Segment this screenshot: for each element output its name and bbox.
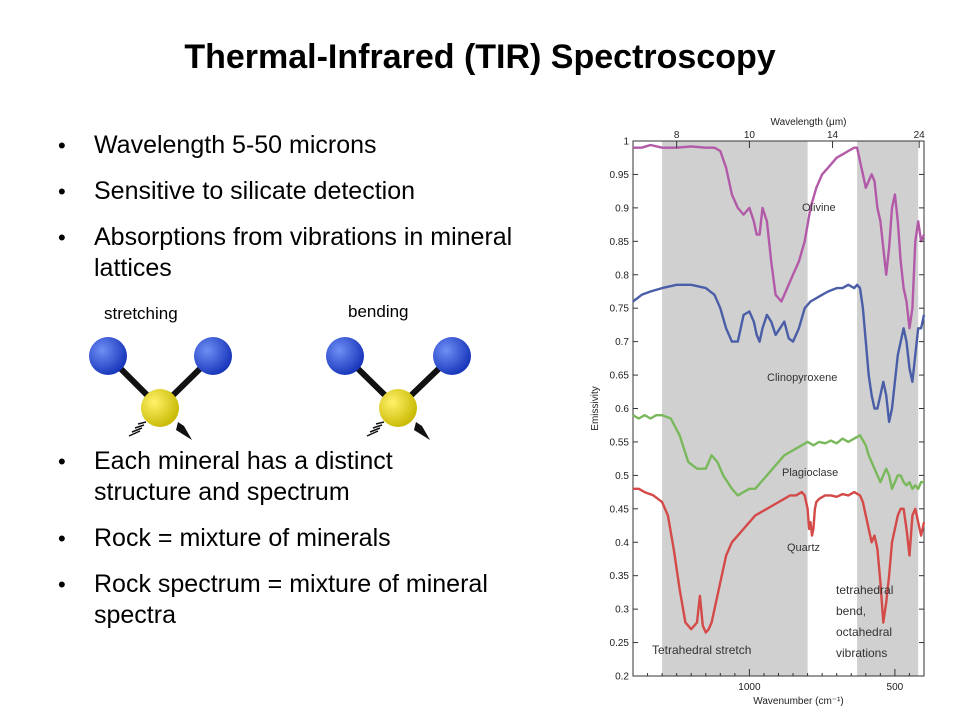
solid-wedge-icon [176, 422, 192, 440]
center-atom [141, 389, 179, 427]
slide-title: Thermal-Infrared (TIR) Spectroscopy [184, 38, 776, 76]
x2-tick-label: 10 [744, 130, 756, 141]
bending-label: bending [348, 302, 409, 321]
bullet-text: Each mineral has a distinct structure an… [94, 447, 393, 506]
x-tick-label: 1000 [738, 682, 761, 693]
series-label-quartz: Quartz [787, 542, 820, 554]
vibration-diagram [89, 337, 471, 440]
bullet-item: • Wavelength 5-50 microns [58, 130, 528, 161]
bullet-item: • Rock = mixture of minerals [58, 523, 488, 554]
solid-wedge-icon [414, 422, 430, 440]
bullet-text: Wavelength 5-50 microns [94, 131, 377, 159]
series-line-plagioclase [632, 414, 924, 497]
series-label-plagioclase: Plagioclase [782, 467, 838, 479]
band-label-tetrahedral-stretch: Tetrahedral stretch [652, 643, 751, 657]
y-tick-label: 0.5 [615, 471, 629, 482]
y-tick-label: 0.35 [610, 571, 630, 582]
series-label-olivine: Olivine [802, 202, 836, 214]
hatched-wedge-icon [366, 421, 385, 437]
y-tick-label: 0.25 [610, 638, 630, 649]
x2-tick-label: 8 [674, 130, 680, 141]
outer-atom-left [89, 337, 127, 375]
bullet-text: Rock = mixture of minerals [94, 524, 391, 552]
center-atom [379, 389, 417, 427]
stretching-label: stretching [104, 304, 178, 323]
y-tick-label: 0.75 [610, 304, 630, 315]
y-tick-label: 0.6 [615, 404, 629, 415]
y-tick-label: 0.8 [615, 270, 629, 281]
y-tick-label: 0.4 [615, 538, 629, 549]
bullet-item: • Rock spectrum = mixture of mineral spec… [58, 569, 488, 631]
x2-tick-label: 24 [914, 130, 926, 141]
y-tick-label: 0.55 [610, 437, 630, 448]
y-tick-label: 0.9 [615, 203, 629, 214]
stretching-molecule [89, 337, 232, 440]
bullet-dot-icon: • [58, 449, 66, 474]
x-tick-label: 500 [887, 682, 904, 693]
outer-atom-right [433, 337, 471, 375]
bullet-list-bottom: • Each mineral has a distinct structure a… [58, 446, 488, 646]
series-line-olivine [633, 143, 926, 330]
y-axis-label: Emissivity [590, 386, 601, 430]
band-label-bend-vibrations: tetrahedral bend, octahedral vibrations [836, 583, 893, 660]
outer-atom-right [194, 337, 232, 375]
y-tick-label: 0.85 [610, 237, 630, 248]
band-1 [662, 141, 808, 676]
y-tick-label: 0.2 [615, 672, 629, 683]
series-line-quartz [633, 487, 926, 634]
y-tick-label: 0.3 [615, 605, 629, 616]
bullet-text: Sensitive to silicate detection [94, 177, 416, 205]
y-tick-label: 0.65 [610, 371, 630, 382]
hatched-wedge-icon [128, 421, 147, 437]
bullet-dot-icon: • [58, 572, 66, 597]
y-tick-label: 0.7 [615, 337, 629, 348]
series-label-clinopyroxene: Clinopyroxene [767, 372, 837, 384]
y-tick-label: 1 [623, 137, 629, 148]
y-tick-label: 0.95 [610, 170, 630, 181]
bullet-item: • Each mineral has a distinct structure a… [58, 446, 488, 508]
bullet-text: Rock spectrum = mixture of mineral spect… [94, 570, 488, 629]
x2-tick-label: 14 [827, 130, 839, 141]
bullet-list-top: • Wavelength 5-50 microns • Sensitive to s… [58, 130, 528, 299]
bullet-item: • Sensitive to silicate detection [58, 176, 528, 207]
x-axis-label: Wavenumber (cm⁻¹) [753, 696, 843, 707]
bullet-dot-icon: • [58, 179, 66, 204]
y-tick-label: 0.45 [610, 504, 630, 515]
bullet-dot-icon: • [58, 526, 66, 551]
bullet-dot-icon: • [58, 133, 66, 158]
outer-atom-left [326, 337, 364, 375]
bullet-dot-icon: • [58, 225, 66, 250]
bending-molecule [326, 337, 471, 440]
bullet-text: Absorptions from vibrations in mineral l… [94, 223, 513, 282]
bullet-item: • Absorptions from vibrations in mineral … [58, 222, 528, 284]
x2-axis-label: Wavelength (μm) [771, 117, 847, 128]
